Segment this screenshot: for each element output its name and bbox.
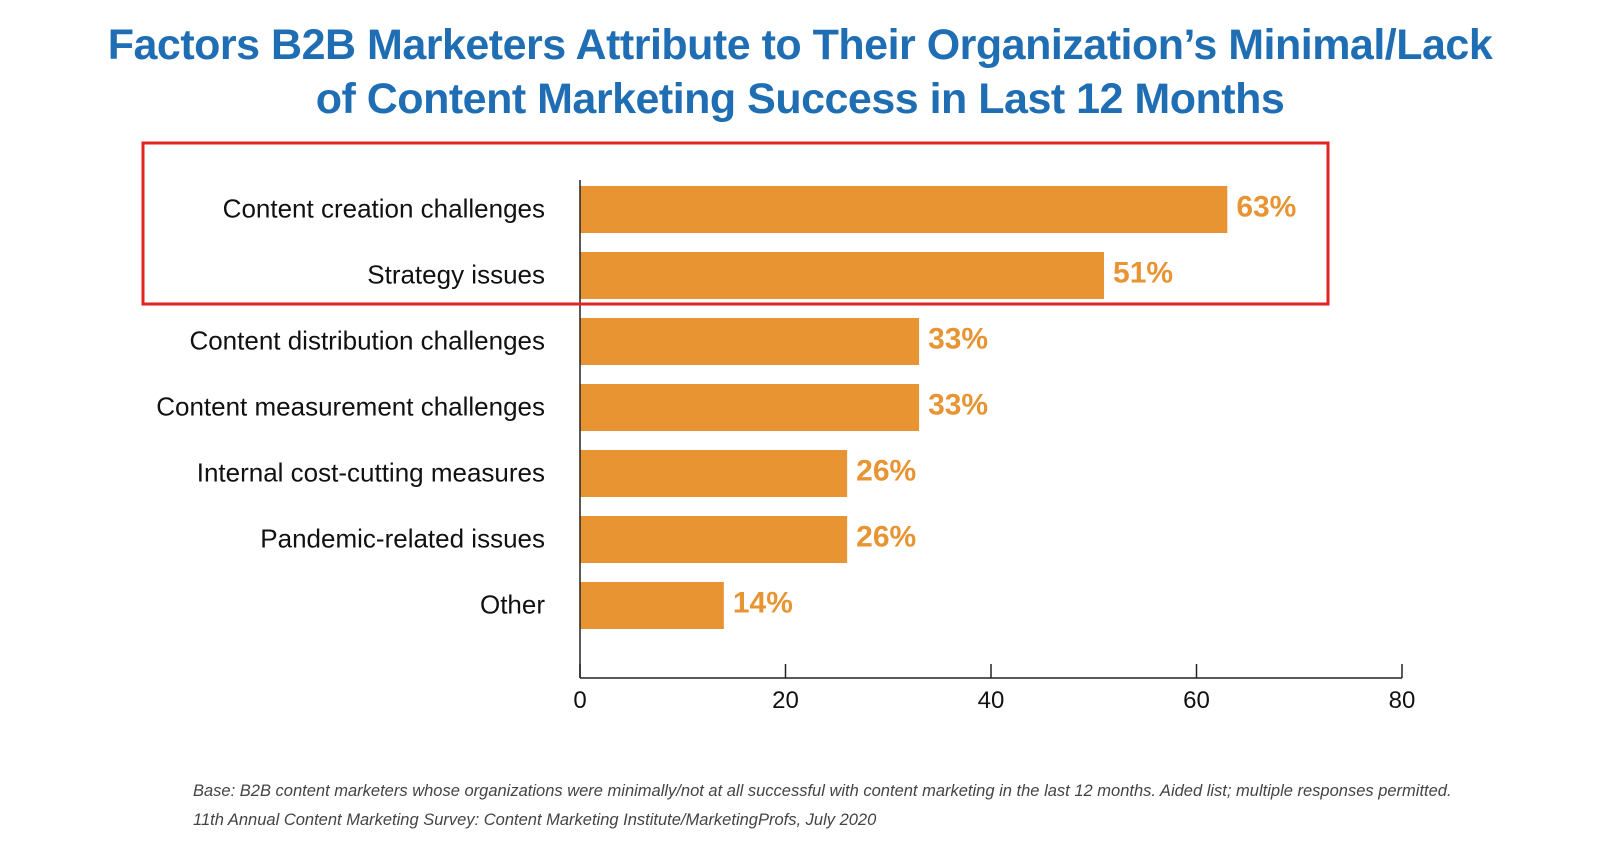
bar — [580, 252, 1105, 299]
footnote-source: 11th Annual Content Marketing Survey: Co… — [193, 811, 877, 829]
category-label: Pandemic-related issues — [260, 523, 545, 553]
x-tick-label: 80 — [1389, 687, 1416, 714]
category-label: Other — [480, 589, 545, 619]
value-label: 26% — [856, 520, 916, 553]
footnote-base: Base: B2B content marketers whose organi… — [193, 782, 1452, 800]
category-label: Content measurement challenges — [156, 391, 545, 421]
x-tick-label: 0 — [573, 687, 586, 714]
bar — [580, 186, 1228, 233]
bar — [580, 318, 920, 365]
x-tick-label: 60 — [1183, 687, 1210, 714]
bar — [580, 384, 920, 431]
category-label: Content distribution challenges — [189, 325, 545, 355]
bar-chart: Content creation challenges 63% Strategy i… — [141, 141, 1416, 714]
value-label: 63% — [1236, 190, 1296, 223]
category-label: Content creation challenges — [223, 193, 545, 223]
chart-title-line-2: of Content Marketing Success in Last 12 … — [315, 75, 1285, 123]
value-label: 26% — [856, 454, 916, 487]
x-tick-label: 40 — [978, 687, 1005, 714]
chart-title-line-1: Factors B2B Marketers Attribute to Their… — [107, 21, 1493, 69]
value-label: 33% — [928, 388, 988, 421]
value-label: 14% — [733, 586, 793, 619]
value-label: 33% — [928, 322, 988, 355]
highlight-box — [141, 141, 1330, 306]
bar — [580, 516, 848, 563]
value-label: 51% — [1113, 256, 1173, 289]
chart-title: Factors B2B Marketers Attribute to Their… — [0, 18, 1600, 126]
x-tick-label: 20 — [772, 687, 799, 714]
category-label: Strategy issues — [367, 259, 545, 289]
bar — [580, 450, 848, 497]
footnote: Base: B2B content marketers whose organi… — [193, 777, 1452, 835]
bar — [580, 582, 724, 629]
category-label: Internal cost-cutting measures — [197, 457, 545, 487]
